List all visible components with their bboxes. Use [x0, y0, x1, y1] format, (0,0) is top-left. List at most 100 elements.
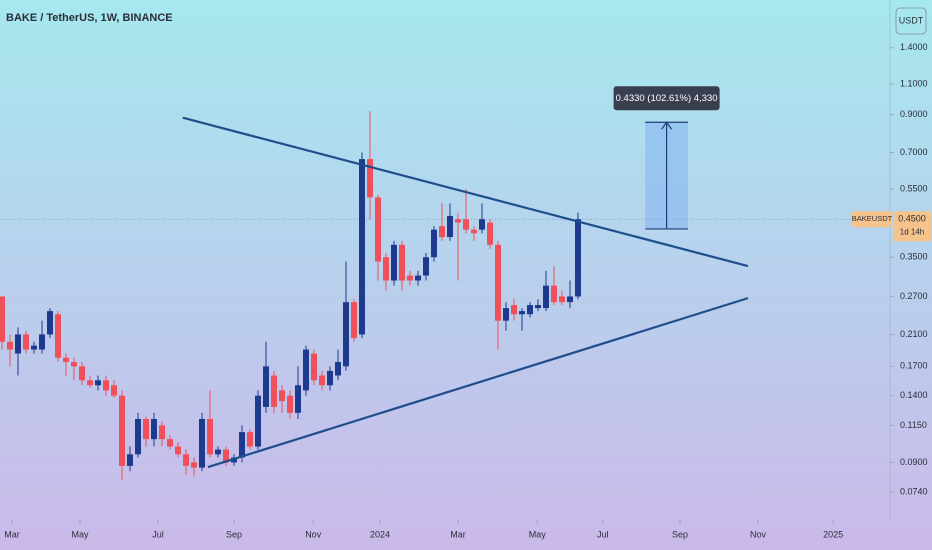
- candle-body: [447, 215, 453, 238]
- y-tick-label: 0.0740: [900, 486, 928, 496]
- y-tick-label: 0.3500: [900, 252, 928, 262]
- candle-body: [359, 159, 365, 335]
- candle-body: [383, 257, 389, 281]
- candle-body: [519, 311, 525, 315]
- candle-body: [399, 244, 405, 281]
- candle-body: [223, 449, 229, 463]
- candle-body: [439, 226, 445, 238]
- candle-body: [471, 229, 477, 234]
- candle-body: [479, 219, 485, 230]
- measure-arrowhead: [661, 121, 673, 130]
- candle-body: [111, 385, 117, 396]
- symbol-label: BAKEUSDT: [852, 214, 893, 223]
- y-tick-label: 0.1150: [900, 420, 927, 430]
- unit-box: [895, 7, 927, 35]
- candle-body: [15, 334, 21, 354]
- trendline: [207, 297, 749, 469]
- y-tick-label: 0.1400: [900, 390, 928, 400]
- candle-body: [295, 385, 301, 413]
- candle-body: [183, 454, 189, 466]
- price-tag: [893, 211, 931, 242]
- candle-body: [367, 159, 373, 198]
- candle-body: [7, 341, 13, 350]
- candle-body: [215, 449, 221, 455]
- candle-body: [351, 302, 357, 339]
- candle-body: [167, 439, 173, 447]
- candle-body: [207, 418, 213, 455]
- x-tick-label: Jul: [152, 529, 164, 539]
- candle-body: [95, 380, 101, 386]
- candle-body: [527, 305, 533, 315]
- candle-body: [247, 432, 253, 447]
- candle-body: [431, 229, 437, 258]
- candle-body: [335, 361, 341, 376]
- candle-body: [455, 219, 461, 223]
- candle-body: [423, 257, 429, 276]
- candle-body: [327, 370, 333, 386]
- candle-body: [263, 366, 269, 407]
- y-tick-label: 0.2700: [900, 291, 928, 301]
- candle-body: [135, 418, 141, 455]
- price-label: 0.4500: [898, 214, 926, 224]
- candle-body: [271, 375, 277, 407]
- candle-body: [191, 462, 197, 468]
- candle-body: [0, 296, 5, 342]
- candle-body: [63, 357, 69, 362]
- candle-body: [119, 395, 125, 466]
- candle-body: [343, 302, 349, 367]
- candle-body: [567, 296, 573, 303]
- y-tick-label: 0.0900: [900, 457, 928, 467]
- unit-label: USDT: [899, 15, 924, 25]
- candle-body: [255, 395, 261, 447]
- candle-body: [47, 311, 53, 335]
- chart-title: BAKE / TetherUS, 1W, BINANCE: [6, 12, 173, 24]
- candle-body: [543, 285, 549, 309]
- candle-body: [303, 349, 309, 391]
- y-tick-label: 0.2100: [900, 329, 928, 339]
- candle-body: [511, 305, 517, 315]
- candle-body: [103, 380, 109, 391]
- x-tick-label: May: [529, 529, 547, 539]
- candle-body: [535, 305, 541, 309]
- candle-body: [239, 432, 245, 458]
- candle-body: [23, 334, 29, 350]
- candle-body: [391, 244, 397, 281]
- candle-body: [159, 425, 165, 440]
- y-tick-label: 0.7000: [900, 147, 928, 157]
- candle-body: [415, 275, 421, 281]
- candle-body: [175, 446, 181, 455]
- candle-body: [375, 197, 381, 262]
- candle-body: [199, 418, 205, 468]
- x-tick-label: Nov: [750, 529, 767, 539]
- y-tick-label: 0.9000: [900, 109, 928, 119]
- x-tick-label: Mar: [450, 529, 466, 539]
- candle-body: [87, 380, 93, 386]
- candle-body: [575, 219, 581, 297]
- candle-body: [143, 418, 149, 440]
- candle-body: [503, 308, 509, 321]
- countdown-label: 1d 14h: [900, 227, 924, 236]
- x-tick-label: Sep: [226, 529, 242, 539]
- candle-body: [39, 334, 45, 350]
- candle-body: [55, 314, 61, 358]
- x-tick-label: 2025: [823, 529, 843, 539]
- x-tick-label: May: [71, 529, 89, 539]
- candle-body: [151, 418, 157, 440]
- candle-body: [79, 366, 85, 381]
- candle-body: [287, 395, 293, 413]
- candle-body: [279, 390, 285, 402]
- candle-body: [559, 296, 565, 303]
- y-tick-label: 0.5500: [900, 183, 928, 193]
- x-tick-label: Mar: [4, 529, 20, 539]
- candle-body: [407, 275, 413, 281]
- x-tick-label: 2024: [370, 529, 390, 539]
- y-tick-label: 0.1700: [900, 361, 928, 371]
- symbol-tag: [852, 211, 892, 228]
- candle-body: [127, 454, 133, 466]
- x-tick-label: Nov: [305, 529, 322, 539]
- candle-body: [319, 375, 325, 386]
- candle-body: [551, 285, 557, 303]
